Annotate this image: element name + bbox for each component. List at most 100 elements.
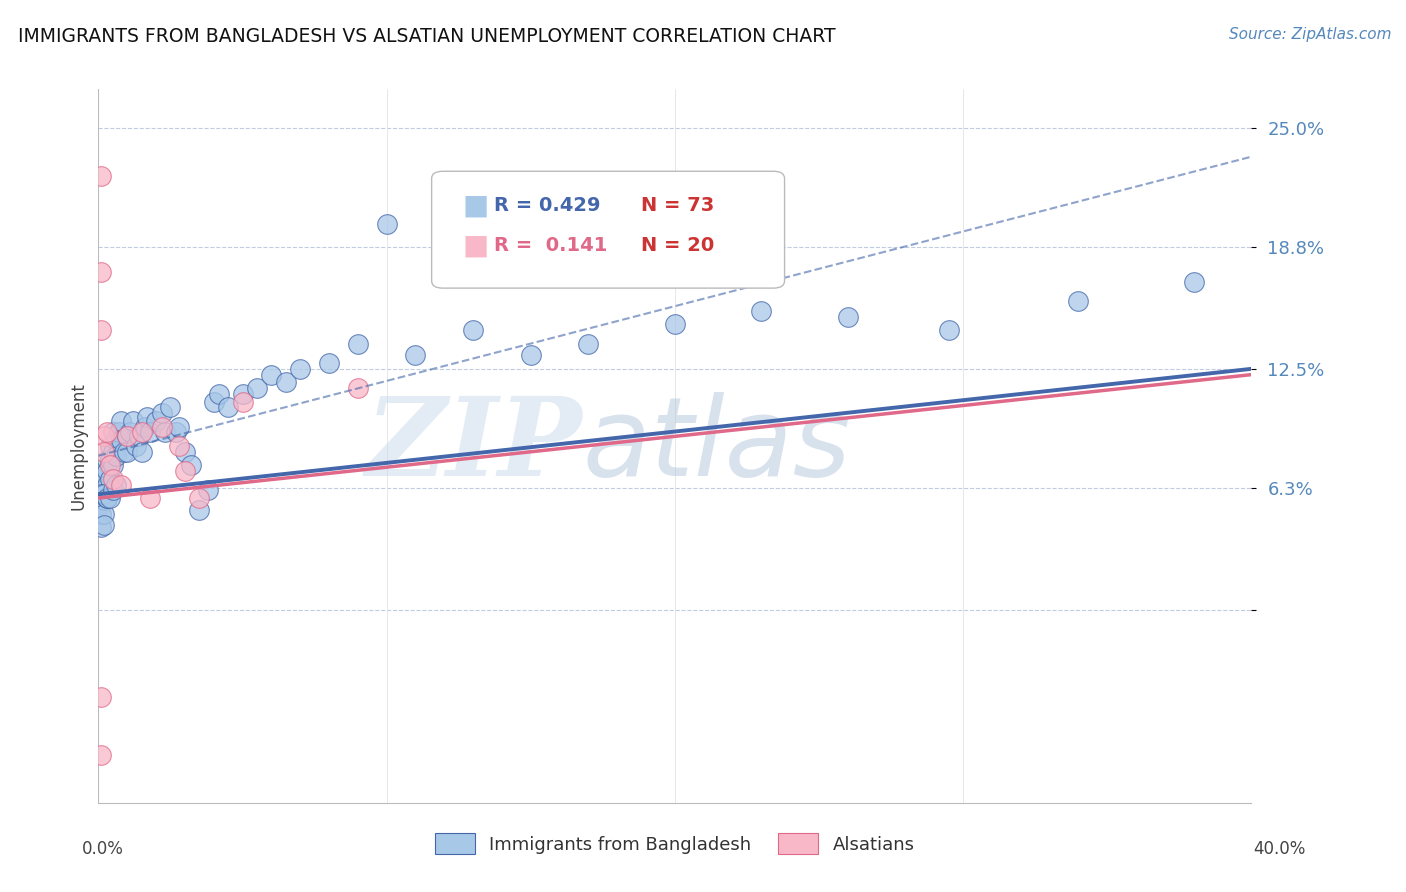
Point [90,323,112,337]
Point [101,483,124,498]
Point [110,434,132,448]
Point [93,518,115,533]
Point [98,452,121,467]
Point [174,464,197,478]
Text: 40.0%: 40.0% [1253,840,1306,858]
Point [405,348,427,362]
Point [117,444,139,458]
Point [98,472,121,486]
Y-axis label: Unemployment: Unemployment [69,382,87,510]
Point [98,491,121,505]
Text: Source: ZipAtlas.com: Source: ZipAtlas.com [1229,27,1392,42]
Point [290,362,312,376]
Point [93,493,115,508]
Point [1182,275,1205,289]
Point [208,387,231,401]
Point [93,483,115,498]
Point [98,458,121,473]
Point [90,497,112,511]
Point [461,323,484,337]
Text: R = 0.429: R = 0.429 [494,195,600,215]
Point [260,368,283,382]
Point [112,444,135,458]
Point [90,520,112,534]
Text: R =  0.141: R = 0.141 [494,235,607,255]
Point [96,491,118,505]
Point [180,458,202,473]
Point [217,401,239,415]
Point [751,304,773,318]
Point [131,444,153,458]
Point [188,491,211,505]
Point [117,429,139,443]
Point [136,410,159,425]
Point [231,387,254,401]
Legend: Immigrants from Bangladesh, Alsatians: Immigrants from Bangladesh, Alsatians [427,826,922,862]
Point [104,434,127,448]
Point [90,483,112,498]
Point [90,169,112,183]
Point [139,491,162,505]
Point [101,458,124,473]
Point [98,439,121,453]
Point [159,401,181,415]
Point [96,425,118,440]
Point [90,507,112,521]
Point [165,425,187,440]
Point [117,429,139,443]
Point [96,477,118,491]
Point [101,425,124,440]
Point [104,477,127,491]
Point [520,348,543,362]
Text: ZIP: ZIP [366,392,582,500]
Point [664,318,686,332]
Point [346,381,368,395]
Point [837,310,859,324]
Point [122,414,145,428]
Text: ■: ■ [463,231,489,260]
Point [128,429,150,443]
Point [167,439,190,453]
Point [101,472,124,486]
Point [107,425,129,440]
Point [174,444,197,458]
Point [110,477,132,491]
Point [90,690,112,704]
Point [134,419,156,434]
Point [93,444,115,458]
Point [188,502,211,516]
Point [96,452,118,467]
Point [90,487,112,501]
Point [145,414,167,428]
Point [104,449,127,463]
Point [125,439,148,453]
Point [90,472,112,486]
Point [93,429,115,443]
Point [153,425,176,440]
Text: ■: ■ [463,191,489,219]
Point [274,376,297,390]
Text: N = 20: N = 20 [641,235,714,255]
Point [90,265,112,279]
Point [578,336,600,351]
Text: 0.0%: 0.0% [82,840,124,858]
Point [938,323,960,337]
Point [346,336,368,351]
Point [231,394,254,409]
Point [167,419,190,434]
Point [120,425,142,440]
Point [101,444,124,458]
Point [318,356,340,370]
Point [96,464,118,478]
Point [150,406,173,420]
Point [93,507,115,521]
Text: N = 73: N = 73 [641,195,714,215]
Point [1067,294,1090,309]
Point [150,419,173,434]
Point [375,217,398,231]
Point [139,425,162,440]
Text: atlas: atlas [582,392,851,500]
Point [131,425,153,440]
Text: IMMIGRANTS FROM BANGLADESH VS ALSATIAN UNEMPLOYMENT CORRELATION CHART: IMMIGRANTS FROM BANGLADESH VS ALSATIAN U… [18,27,837,45]
Point [93,487,115,501]
